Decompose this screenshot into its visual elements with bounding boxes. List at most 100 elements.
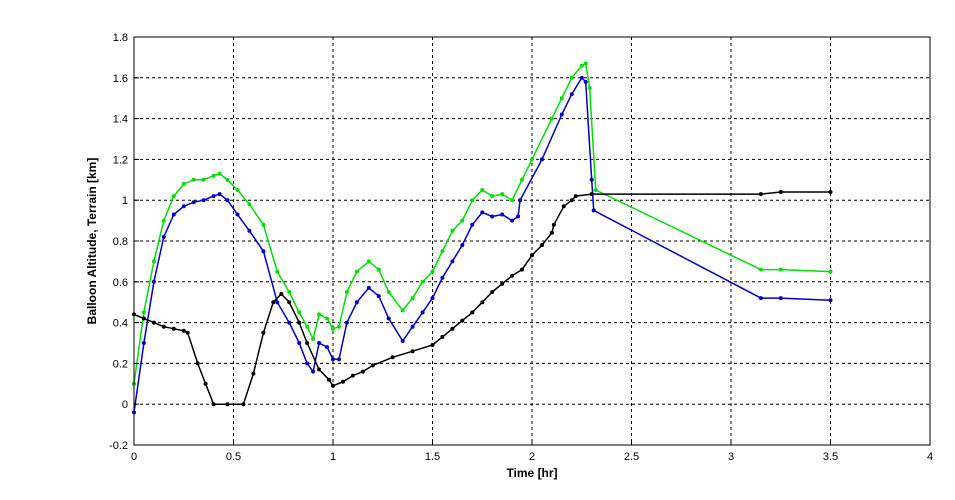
data-point — [354, 300, 359, 305]
data-point — [225, 402, 230, 407]
data-point — [151, 259, 156, 264]
data-point — [410, 324, 415, 329]
data-point — [344, 320, 349, 325]
data-point — [247, 202, 252, 207]
data-point — [440, 334, 445, 339]
x-tick-label: 3 — [728, 451, 734, 463]
series-2 — [132, 190, 833, 407]
data-point — [171, 212, 176, 217]
data-point — [460, 318, 465, 323]
data-point — [410, 349, 415, 354]
data-point — [589, 192, 594, 197]
y-tick-label: 0.8 — [113, 236, 128, 248]
data-point — [430, 296, 435, 301]
data-point — [195, 361, 200, 366]
data-point — [480, 300, 485, 305]
data-point — [490, 290, 495, 294]
data-point — [211, 173, 216, 178]
data-point — [440, 275, 445, 280]
data-point — [540, 157, 544, 162]
data-point — [247, 228, 252, 233]
data-point — [520, 177, 524, 182]
data-point — [778, 190, 783, 194]
data-point — [211, 402, 216, 407]
data-point — [225, 177, 230, 182]
data-point — [420, 310, 425, 315]
data-point — [275, 300, 280, 305]
data-point — [331, 383, 335, 388]
data-point — [161, 324, 166, 329]
data-point — [331, 326, 335, 331]
data-point — [583, 79, 588, 84]
data-point — [366, 259, 371, 264]
data-point — [211, 194, 216, 199]
data-point — [325, 345, 329, 350]
data-point — [305, 341, 310, 345]
data-point — [470, 310, 475, 315]
data-point — [376, 294, 381, 299]
data-point — [450, 259, 455, 264]
data-point — [201, 198, 206, 203]
y-axis-label: Balloon Altitude, Terrain [km] — [85, 158, 99, 325]
series-line — [133, 62, 831, 384]
data-point — [305, 324, 310, 329]
data-point — [500, 212, 505, 217]
data-point — [354, 269, 359, 274]
y-tick-label: 1.8 — [113, 32, 128, 44]
data-point — [778, 296, 783, 301]
data-point — [390, 355, 395, 360]
data-point — [430, 269, 435, 274]
data-point — [201, 177, 206, 182]
data-point — [828, 298, 833, 303]
data-point — [376, 267, 381, 272]
data-point — [530, 157, 534, 162]
data-point — [500, 281, 505, 286]
data-point — [510, 218, 515, 223]
data-point — [510, 198, 515, 203]
data-point — [317, 367, 322, 372]
y-tick-label: 1.4 — [113, 114, 128, 126]
data-point — [171, 326, 176, 331]
y-tick-label: 1.2 — [113, 154, 128, 166]
data-point — [470, 198, 475, 203]
data-point — [185, 330, 190, 335]
data-point — [287, 300, 292, 305]
data-point — [579, 63, 584, 68]
data-point — [510, 273, 515, 278]
data-point — [561, 204, 566, 209]
data-point — [151, 279, 156, 284]
data-point — [141, 310, 146, 315]
data-point — [341, 379, 345, 384]
x-tick-label: 0.5 — [226, 451, 241, 463]
data-point — [569, 75, 574, 80]
data-point — [400, 308, 405, 313]
data-point — [141, 316, 146, 321]
data-point — [225, 198, 230, 203]
data-point — [311, 369, 316, 374]
data-point — [337, 324, 341, 329]
x-tick-label: 2 — [529, 451, 535, 463]
data-point — [430, 343, 435, 347]
data-point — [331, 357, 335, 362]
data-point — [778, 267, 783, 272]
data-point — [271, 300, 276, 305]
data-point — [828, 269, 833, 274]
data-point — [287, 320, 292, 325]
data-point — [591, 208, 596, 213]
data-point — [589, 177, 594, 182]
data-point — [470, 222, 475, 227]
y-tick-label: 1.6 — [113, 73, 128, 85]
data-point — [325, 316, 329, 321]
data-point — [191, 177, 196, 182]
data-point — [161, 234, 166, 239]
axis-ticks: 0 0.5 1 1.5 2 2.5 3 3.5 4-0.200.20.40.60.811.21.… — [109, 32, 933, 463]
x-tick-label: 2.5 — [624, 451, 639, 463]
data-point — [317, 312, 322, 317]
data-point — [490, 194, 495, 199]
series-group — [132, 61, 833, 415]
data-point — [287, 290, 292, 294]
data-point — [181, 181, 186, 186]
data-point — [181, 204, 186, 209]
data-point — [573, 194, 578, 199]
